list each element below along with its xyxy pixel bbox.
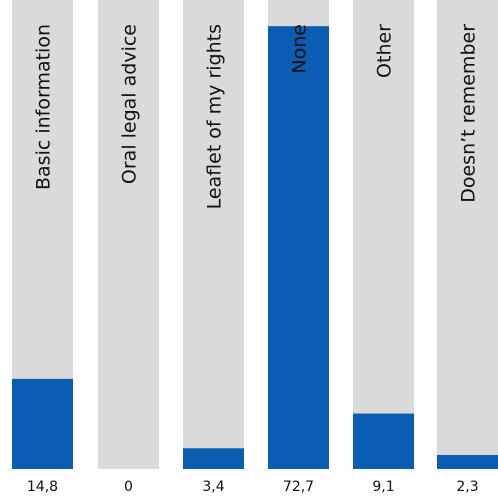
category-label-oral-legal-advice: Oral legal advice: [119, 24, 141, 184]
category-label-doesn-t-remember: Doesn’t remember: [458, 24, 480, 203]
value-label-none: 72,7: [283, 479, 314, 495]
bar-group-basic-information: Basic information 14,8: [12, 0, 73, 495]
bar-track-other: [353, 0, 414, 469]
category-label-none: None: [289, 24, 311, 74]
bar-track-oral-legal-advice: [98, 0, 159, 469]
category-label-leaflet-of-my-rights: Leaflet of my rights: [204, 24, 226, 209]
value-label-basic-information: 14,8: [27, 479, 58, 495]
value-label-other: 9,1: [372, 479, 394, 495]
bar-group-oral-legal-advice: Oral legal advice 0: [98, 0, 159, 495]
bar-group-leaflet-of-my-rights: Leaflet of my rights 3,4: [183, 0, 244, 495]
bar-doesn-t-remember: [437, 454, 498, 469]
bar-group-doesn-t-remember: Doesn’t remember 2,3: [437, 0, 498, 495]
category-label-basic-information: Basic information: [33, 24, 55, 190]
value-label-leaflet-of-my-rights: 3,4: [202, 479, 224, 495]
bar-leaflet-of-my-rights: [183, 448, 244, 469]
category-label-other: Other: [374, 24, 396, 78]
bar-none: [268, 26, 329, 469]
value-label-oral-legal-advice: 0: [124, 479, 133, 495]
bar-basic-information: [12, 378, 73, 469]
bar-group-none: None 72,7: [268, 0, 329, 495]
bar-group-other: Other 9,1: [353, 0, 414, 495]
value-label-doesn-t-remember: 2,3: [456, 479, 478, 495]
bar-other: [353, 413, 414, 469]
bar-track-doesn-t-remember: [437, 0, 498, 469]
bar-track-leaflet-of-my-rights: [183, 0, 244, 469]
